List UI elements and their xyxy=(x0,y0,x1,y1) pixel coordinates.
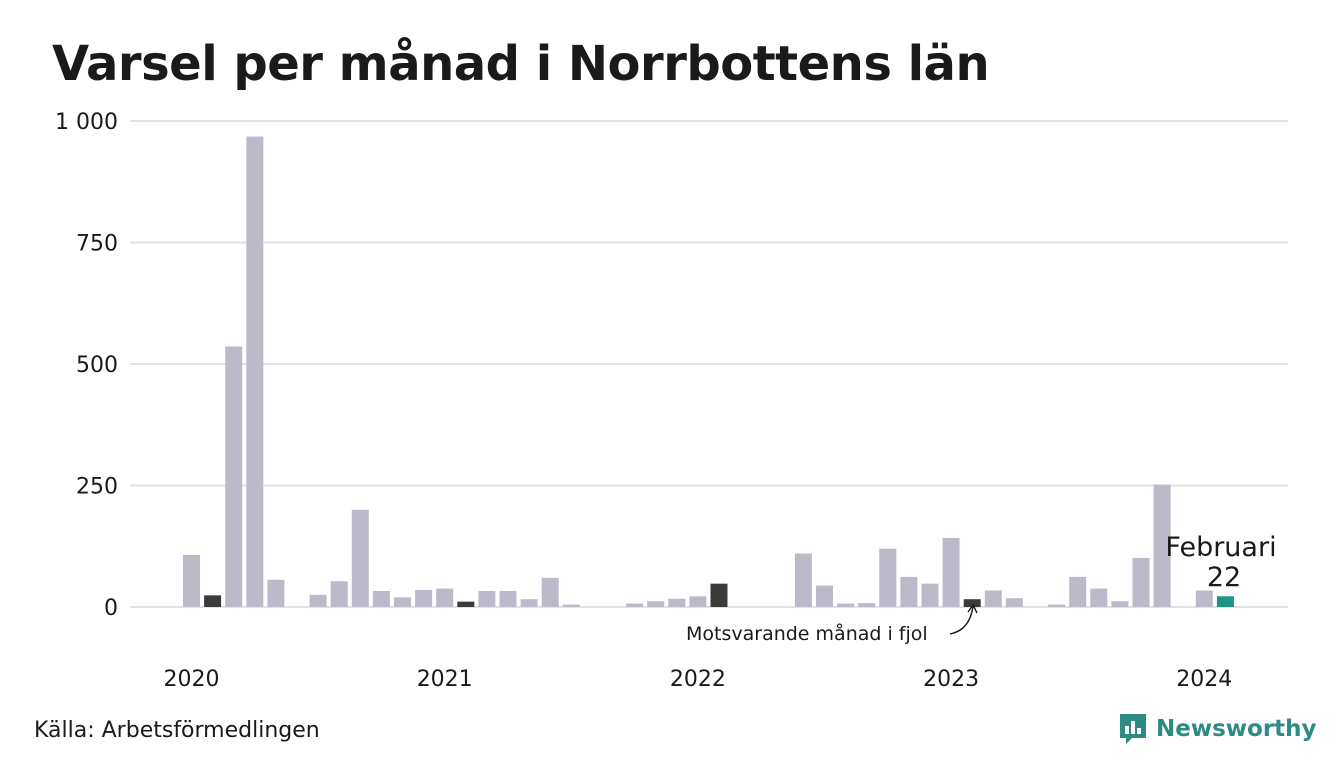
bar-2020-09 xyxy=(351,509,369,607)
bar-2020-07 xyxy=(309,594,327,607)
x-year-label: 2024 xyxy=(1176,667,1232,692)
highlight-value-label: 22 xyxy=(1207,562,1241,593)
bar-2022-07 xyxy=(816,585,833,607)
bar-2021-02 xyxy=(457,601,475,607)
newsworthy-logo: Newsworthy xyxy=(1118,712,1317,746)
y-tick-label: 0 xyxy=(104,596,118,621)
annotations: Motsvarande månad i fjol Februari 22 xyxy=(686,532,1277,645)
bar-2022-06 xyxy=(794,553,812,607)
bar-2023-03 xyxy=(984,590,1002,607)
x-year-label: 2023 xyxy=(923,667,979,692)
bar-2024-02 xyxy=(1216,596,1234,607)
bar-2021-01 xyxy=(436,588,454,607)
y-tick-label: 1 000 xyxy=(55,110,118,135)
annotation-arrow xyxy=(949,605,974,635)
highlight-month-label: Februari xyxy=(1165,532,1276,563)
bar-2022-10 xyxy=(879,548,897,607)
bar-2020-05 xyxy=(267,579,285,607)
bar-2023-08 xyxy=(1090,588,1108,607)
bar-2022-02 xyxy=(710,583,728,607)
bar-2020-02 xyxy=(204,595,222,607)
bar-2020-01 xyxy=(183,554,200,607)
bar-2021-05 xyxy=(520,599,538,607)
bar-2022-08 xyxy=(837,603,855,607)
bar-2022-12 xyxy=(921,583,939,607)
bar-2020-04 xyxy=(246,136,264,607)
bar-2023-02 xyxy=(963,599,981,607)
bar-chart: 0 250 500 750 1 000 2020 2021 2022 2023 2024 Mot… xyxy=(55,110,1288,692)
y-tick-label: 750 xyxy=(76,232,118,257)
y-tick-label: 250 xyxy=(76,475,118,500)
bar-2023-10 xyxy=(1132,557,1150,607)
bar-2023-09 xyxy=(1111,601,1129,607)
bar-2024-01 xyxy=(1195,590,1213,607)
bar-2020-08 xyxy=(330,581,348,607)
bar-2020-11 xyxy=(394,597,411,607)
bar-2020-12 xyxy=(415,589,433,607)
bar-2021-07 xyxy=(562,604,580,607)
chart-title: Varsel per månad i Norrbottens län xyxy=(52,36,990,92)
bar-2022-01 xyxy=(689,596,707,607)
bar-2022-11 xyxy=(900,576,918,607)
bars xyxy=(183,136,1234,607)
newsworthy-logo-icon xyxy=(1120,714,1146,744)
bar-2021-10 xyxy=(626,603,644,607)
x-year-label: 2021 xyxy=(417,667,473,692)
bar-2023-11 xyxy=(1153,484,1171,607)
bar-2023-01 xyxy=(942,537,960,607)
bar-2021-12 xyxy=(668,598,686,607)
x-year-label: 2020 xyxy=(164,667,220,692)
y-tick-label: 500 xyxy=(76,353,118,378)
x-year-label: 2022 xyxy=(670,667,726,692)
annotation-arrowhead xyxy=(967,603,978,614)
bar-2021-06 xyxy=(541,577,559,607)
bar-2022-09 xyxy=(858,603,876,607)
source-note: Källa: Arbetsförmedlingen xyxy=(34,718,320,743)
bar-2021-04 xyxy=(499,590,517,607)
bar-2020-03 xyxy=(225,346,243,607)
bar-2021-03 xyxy=(478,590,496,607)
bar-2023-06 xyxy=(1048,604,1066,607)
x-axis-labels: 2020 2021 2022 2023 2024 xyxy=(164,667,1233,692)
gridlines xyxy=(130,120,1288,608)
same-month-annotation: Motsvarande månad i fjol xyxy=(686,622,928,645)
bar-2020-10 xyxy=(372,590,390,607)
bar-2021-11 xyxy=(647,601,665,607)
bar-2023-07 xyxy=(1069,576,1087,607)
bar-2023-04 xyxy=(1005,598,1023,607)
newsworthy-logo-text: Newsworthy xyxy=(1156,716,1317,742)
y-axis-labels: 0 250 500 750 1 000 xyxy=(55,110,118,621)
